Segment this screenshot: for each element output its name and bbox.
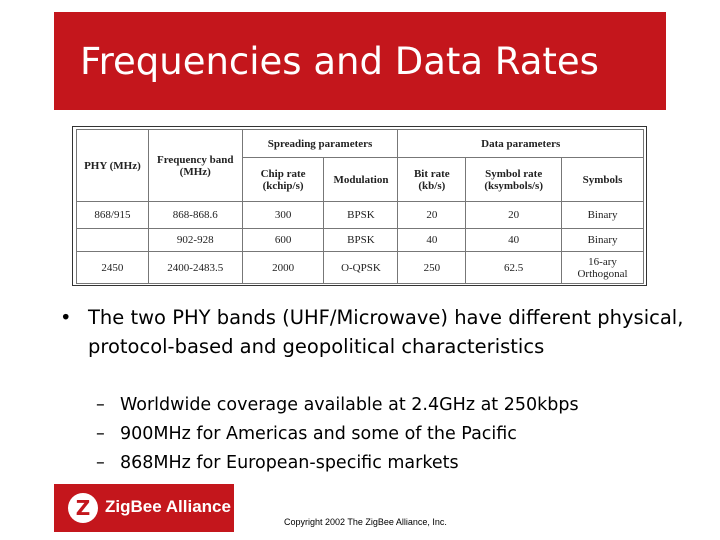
- table-row: 868/915 868-868.6 300 BPSK 20 20 Binary: [76, 201, 644, 229]
- cell-symbols: Binary: [561, 228, 644, 252]
- list-item: – Worldwide coverage available at 2.4GHz …: [96, 391, 579, 420]
- cell-chip: 600: [241, 228, 325, 252]
- logo-text: ZigBee Alliance: [105, 497, 231, 516]
- cell-band: 2400-2483.5: [147, 251, 243, 284]
- main-bullet-text: The two PHY bands (UHF/Microwave) have d…: [88, 306, 684, 358]
- sub-bullet-list: – Worldwide coverage available at 2.4GHz …: [96, 391, 579, 478]
- frequency-table: PHY (MHz) Frequency band (MHz) Spreading…: [76, 129, 644, 284]
- header-symbol-rate: Symbol rate (ksymbols/s): [465, 157, 563, 202]
- slide-title: Frequencies and Data Rates: [80, 40, 599, 83]
- table-frame: [72, 126, 647, 286]
- list-item: –900MHz for Americas and some of the Pac…: [96, 420, 579, 449]
- cell-mod: O-QPSK: [323, 251, 399, 284]
- cell-symrate: 40: [465, 228, 563, 252]
- cell-band: 902-928: [147, 228, 243, 252]
- cell-mod: BPSK: [323, 228, 399, 252]
- header-bit-rate: Bit rate (kb/s): [397, 157, 467, 202]
- cell-phy: 2450: [76, 251, 149, 284]
- table-row: 902-928 600 BPSK 40 40 Binary: [76, 228, 644, 252]
- cell-bit: 20: [397, 201, 467, 229]
- cell-symrate: 20: [465, 201, 563, 229]
- zigbee-logo: Z ZigBee Alliance: [54, 484, 234, 532]
- dash-icon: –: [96, 424, 105, 444]
- cell-band: 868-868.6: [147, 201, 243, 229]
- copyright-notice: Copyright 2002 The ZigBee Alliance, Inc.: [284, 517, 447, 527]
- cell-symbols: 16-ary Orthogonal: [561, 251, 644, 284]
- cell-symrate: 62.5: [465, 251, 563, 284]
- cell-phy: 868/915: [76, 201, 149, 229]
- header-data: Data parameters: [397, 129, 644, 158]
- logo-z-mark: Z: [75, 496, 91, 520]
- dash-icon: –: [96, 395, 105, 415]
- dash-icon: –: [96, 453, 105, 473]
- bullet-dot-icon: •: [60, 306, 72, 329]
- cell-mod: BPSK: [323, 201, 399, 229]
- cell-chip: 300: [241, 201, 325, 229]
- cell-phy: [76, 228, 149, 252]
- header-modulation: Modulation: [323, 157, 399, 202]
- table-row: 2450 2400-2483.5 2000 O-QPSK 250 62.5 16…: [76, 251, 644, 284]
- header-symbols: Symbols: [561, 157, 644, 202]
- header-band: Frequency band (MHz): [147, 129, 243, 202]
- title-bar: [54, 12, 666, 110]
- header-spreading: Spreading parameters: [241, 129, 399, 158]
- sub-bullet-text: 900MHz for Americas and some of the Paci…: [120, 424, 517, 444]
- list-item: –868MHz for European-specific markets: [96, 449, 579, 478]
- cell-symbols: Binary: [561, 201, 644, 229]
- sub-bullet-text: Worldwide coverage available at 2.4GHz a…: [120, 395, 579, 415]
- cell-chip: 2000: [241, 251, 325, 284]
- cell-bit: 40: [397, 228, 467, 252]
- header-phy: PHY (MHz): [76, 129, 149, 202]
- sub-bullet-text: 868MHz for European-specific markets: [120, 453, 459, 473]
- logo-circle-icon: [68, 493, 98, 523]
- cell-bit: 250: [397, 251, 467, 284]
- header-chip-rate: Chip rate (kchip/s): [241, 157, 325, 202]
